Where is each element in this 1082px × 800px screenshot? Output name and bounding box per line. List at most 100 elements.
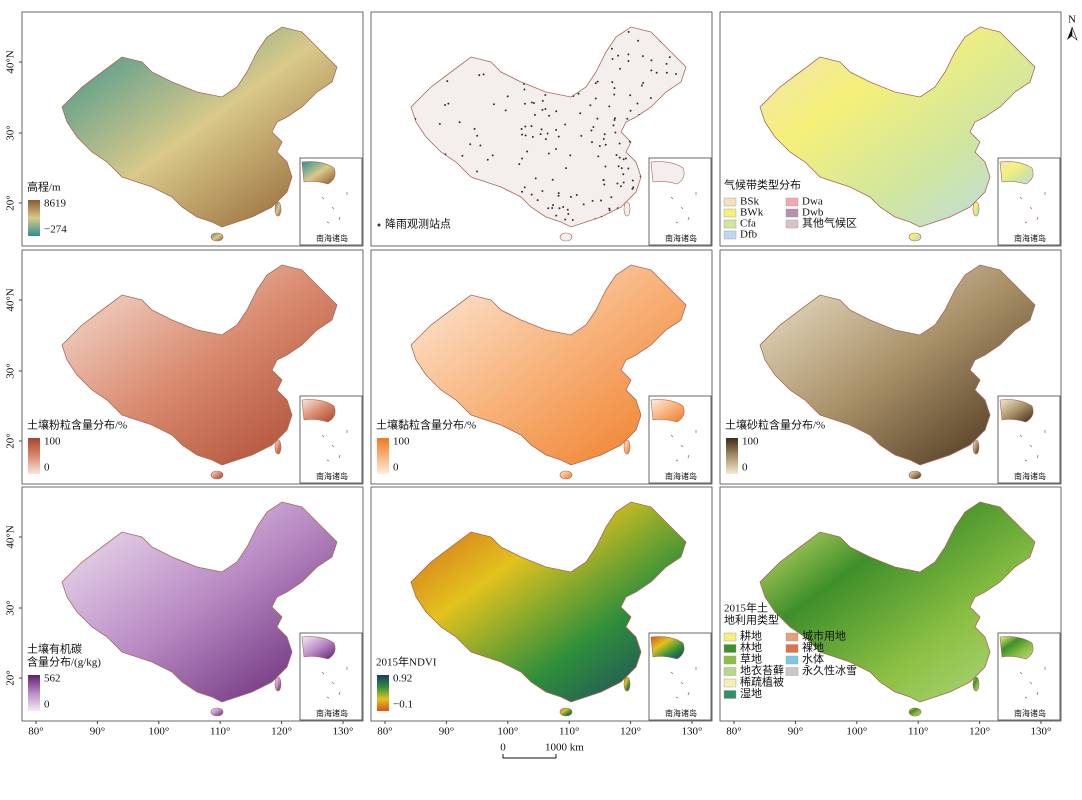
- legend-label: 湿地: [740, 687, 762, 700]
- station: [596, 117, 599, 120]
- station: [491, 154, 494, 157]
- station: [557, 135, 560, 138]
- station: [589, 104, 592, 107]
- station: [555, 128, 558, 131]
- station: [458, 121, 461, 124]
- station: [476, 170, 479, 173]
- legend-swatch: [785, 667, 799, 676]
- station: [564, 218, 567, 221]
- inset-coast: [301, 161, 336, 185]
- legend-swatch: [723, 644, 737, 653]
- station: [655, 71, 658, 74]
- station: [613, 93, 616, 96]
- colorbar-max: 0.92: [393, 673, 412, 685]
- station: [562, 206, 565, 209]
- station: [555, 110, 558, 113]
- legend-swatch: [723, 230, 737, 240]
- station: [613, 87, 616, 90]
- station: [668, 56, 671, 59]
- inset-label: 南海诸岛: [665, 471, 697, 481]
- station: [541, 189, 544, 192]
- station: [624, 157, 627, 160]
- station: [479, 144, 482, 147]
- lat-label: 40°N: [5, 50, 17, 73]
- station: [598, 144, 601, 147]
- lat-label: 30°: [5, 125, 17, 140]
- station: [547, 207, 550, 210]
- station: [616, 182, 619, 185]
- station: [608, 207, 611, 210]
- lat-label: 30°: [5, 600, 17, 615]
- station: [608, 209, 611, 212]
- legend-label: Dwa: [802, 196, 823, 208]
- inset-label: 南海诸岛: [1014, 708, 1046, 718]
- legend-label: BWk: [740, 207, 764, 219]
- station: [603, 183, 606, 186]
- station: [674, 73, 677, 76]
- station: [603, 133, 606, 136]
- station: [557, 192, 560, 195]
- station: [627, 60, 630, 63]
- station: [602, 137, 605, 140]
- lon-label: 130°: [1031, 726, 1052, 738]
- station: [544, 107, 547, 110]
- legend-title: 高程/m: [27, 180, 61, 194]
- station: [540, 128, 543, 131]
- station: [627, 30, 630, 33]
- station: [612, 124, 615, 127]
- station: [531, 135, 534, 138]
- station: [571, 218, 574, 221]
- station: [569, 154, 572, 157]
- station: [524, 125, 527, 128]
- station: [530, 125, 533, 128]
- legend-title: 土壤有机碳: [27, 642, 82, 656]
- station: [565, 167, 568, 170]
- station: [523, 186, 526, 189]
- legend-swatch: [785, 208, 799, 218]
- station: [476, 134, 479, 137]
- station: [444, 104, 447, 107]
- scale-end: 1000 km: [545, 742, 584, 754]
- station: [554, 148, 557, 151]
- lon-label: 100°: [148, 726, 169, 738]
- station: [613, 117, 616, 120]
- inset-coast: [650, 636, 685, 660]
- inset-label: 南海诸岛: [665, 233, 697, 243]
- station: [533, 102, 536, 105]
- station: [555, 214, 558, 217]
- station: [608, 105, 611, 108]
- taiwan: [623, 676, 631, 692]
- colorbar: [377, 675, 389, 711]
- inset-label: 南海诸岛: [316, 233, 348, 243]
- lat-label: 20°: [5, 433, 17, 448]
- station: [577, 92, 580, 95]
- station: [547, 152, 550, 155]
- taiwan: [623, 201, 631, 217]
- station: [544, 93, 547, 96]
- hainan: [210, 470, 224, 480]
- station: [558, 207, 561, 210]
- north-arrow: [1067, 27, 1072, 40]
- legend-swatch: [723, 208, 737, 218]
- station: [582, 203, 585, 206]
- inset-islands: [321, 430, 348, 462]
- map-panel: 南海诸岛 土壤砂粒含量分布/% 100 0: [719, 249, 1062, 485]
- station: [627, 167, 630, 170]
- station: [534, 177, 537, 180]
- station: [530, 101, 533, 104]
- taiwan: [274, 439, 282, 455]
- station: [541, 108, 544, 111]
- north-label: N: [1068, 14, 1076, 26]
- legend-swatch: [785, 655, 799, 665]
- station: [604, 143, 607, 146]
- legend-swatch: [785, 197, 799, 207]
- colorbar-max: 100: [742, 436, 759, 448]
- inset-label: 南海诸岛: [1014, 233, 1046, 243]
- station: [611, 58, 614, 61]
- station: [594, 97, 597, 100]
- station: [610, 196, 613, 199]
- colorbar-min: −0.1: [393, 699, 413, 711]
- legend-label: Dfb: [740, 229, 758, 241]
